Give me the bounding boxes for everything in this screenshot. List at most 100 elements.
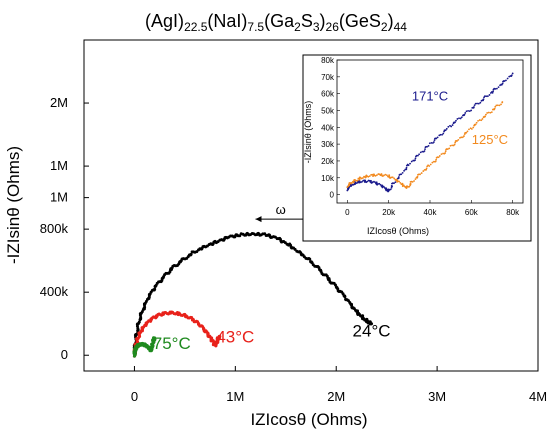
data-point [465, 110, 468, 113]
data-point [422, 170, 425, 172]
data-point [407, 164, 410, 167]
data-point [403, 169, 405, 172]
data-point [488, 94, 491, 96]
data-point [498, 104, 501, 107]
data-point [368, 175, 371, 178]
data-point [477, 102, 480, 105]
title-part: 3 [313, 20, 320, 34]
y-tick-label: 400k [40, 284, 69, 299]
title-part: 2 [294, 20, 301, 34]
data-point [444, 129, 447, 132]
data-point [465, 131, 468, 134]
data-point [484, 115, 487, 118]
inset-chart: 0 20k 40k 60k 80k 0 10k 20k 30k 40k 50k 60k 70k 80k 1… [302, 54, 532, 242]
data-point [402, 184, 405, 187]
inset-x-tick-label: 0 [345, 208, 350, 217]
data-point [510, 74, 513, 77]
data-point [484, 95, 486, 98]
data-point [400, 173, 403, 176]
inset-y-tick-label: 50k [321, 106, 335, 115]
inset-x-tick-label: 20k [382, 208, 396, 217]
data-point [356, 182, 359, 184]
data-point [366, 180, 369, 183]
data-point [494, 87, 497, 90]
data-point [358, 178, 361, 181]
data-point [487, 111, 490, 114]
title-part: 22.5 [184, 20, 208, 34]
title-part: (AgI) [145, 11, 184, 31]
data-point [385, 174, 388, 177]
main-0-series [132, 231, 374, 358]
data-point [444, 152, 447, 154]
data-point [390, 176, 393, 179]
data-point [352, 181, 355, 184]
data-point [463, 135, 465, 137]
data-point [473, 106, 475, 108]
inset-y-tick-label: 60k [321, 90, 335, 99]
data-point [472, 126, 475, 129]
data-point [428, 142, 431, 145]
data-point [419, 151, 422, 154]
data-point [393, 182, 395, 185]
data-point [453, 143, 456, 146]
data-point [428, 165, 431, 167]
data-point [421, 150, 424, 153]
data-point [500, 103, 502, 106]
data-point [388, 175, 391, 178]
data-point [474, 102, 477, 105]
data-point [414, 157, 417, 160]
data-point [475, 121, 478, 124]
data-point [379, 183, 382, 186]
data-point [506, 77, 509, 80]
data-point [350, 181, 353, 184]
title-part: (Ga [264, 11, 295, 31]
inset-y-tick-label: 20k [321, 157, 335, 166]
inset-y-tick-label: 70k [321, 73, 335, 82]
data-point [414, 178, 417, 181]
data-point [398, 180, 400, 183]
x-tick-label: 3M [428, 389, 446, 404]
data-point [481, 118, 484, 120]
data-point [374, 174, 377, 177]
data-point [408, 185, 411, 188]
data-point [419, 173, 421, 176]
data-point [414, 159, 416, 162]
data-point [417, 173, 420, 176]
x-tick-label: 2M [327, 389, 345, 404]
data-point [449, 144, 452, 147]
data-point [454, 141, 457, 144]
data-point [217, 334, 221, 338]
inset-1-label: 125°C [472, 132, 508, 147]
data-point [479, 101, 482, 104]
title-part: 7.5 [247, 20, 264, 34]
inset-1-series [346, 101, 504, 189]
y-tick-label: 1M [50, 158, 68, 173]
data-point [437, 156, 440, 159]
data-point [446, 148, 449, 151]
data-point [409, 183, 412, 186]
data-point [405, 166, 408, 169]
data-point [485, 95, 488, 98]
data-point [457, 138, 460, 141]
data-point [440, 153, 443, 156]
data-point [390, 185, 393, 187]
inset-x-tick-label: 40k [424, 208, 438, 217]
data-point [495, 104, 498, 107]
data-point [486, 95, 489, 98]
data-point [389, 188, 392, 191]
data-point [455, 119, 457, 122]
data-point [405, 168, 408, 171]
data-point [367, 175, 370, 178]
data-point [413, 180, 415, 182]
data-point [454, 121, 456, 124]
omega-label: ω [276, 202, 286, 217]
data-point [464, 112, 467, 114]
data-point [458, 117, 460, 120]
data-point [425, 167, 428, 170]
data-point [429, 163, 432, 166]
data-point [501, 82, 504, 85]
inset-0-series [346, 72, 514, 193]
data-point [477, 119, 479, 122]
title-part: ) [388, 11, 394, 31]
data-point [362, 177, 364, 179]
